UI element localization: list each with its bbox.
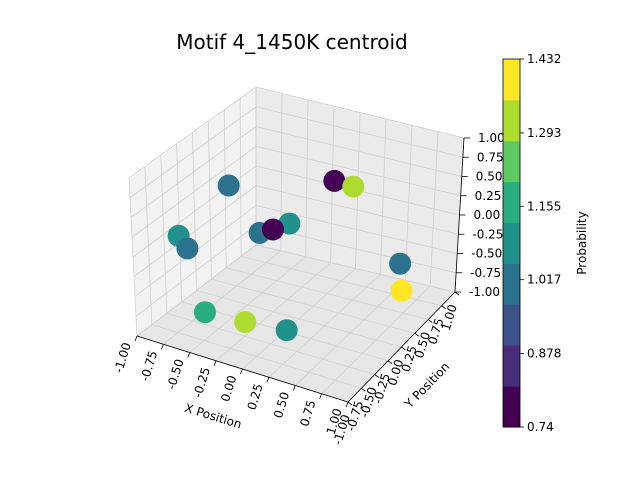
x-tick-label: 0.25 (245, 382, 266, 412)
z-tick-label: -0.50 (471, 247, 502, 261)
colorbar-segment (503, 304, 520, 346)
grid-line (255, 86, 465, 139)
colorbar-segment (503, 59, 520, 101)
colorbar-segment (503, 140, 520, 183)
grid-line (129, 106, 257, 199)
x-tick-mark (161, 344, 164, 350)
z-tick-label: -1.00 (469, 285, 500, 299)
z-tick-label: 0.00 (474, 208, 501, 222)
z-tick-label: 0.75 (477, 150, 504, 164)
y-tick-mark (374, 374, 379, 378)
y-tick-mark (347, 401, 353, 406)
y-tick-mark (387, 360, 393, 365)
y-tick-mark (361, 387, 366, 392)
y-tick-mark (428, 319, 433, 323)
x-tick-label: -0.25 (191, 366, 213, 400)
z-tick-labels: -1.00 -0.75 -0.50 -0.25 0.00 0.25 0.50 0.75 1.00 (455, 131, 505, 299)
colorbar-tick-label: 1.432 (527, 52, 561, 66)
z-tick-label: -0.25 (472, 227, 503, 241)
x-tick-label: 0.00 (218, 374, 239, 404)
chart-title: Motif 4_1450K centroid (176, 30, 407, 54)
scatter-point (234, 311, 257, 333)
scatter-point (389, 252, 412, 275)
colorbar-tick-label: 0.878 (527, 347, 561, 361)
x-tick-mark (134, 335, 138, 342)
x-tick-label: 0.50 (271, 390, 292, 420)
grid-line (211, 278, 415, 334)
grid-line (196, 290, 402, 348)
grid-line (429, 131, 439, 287)
colorbar-segment (503, 386, 520, 428)
grid-line (404, 125, 413, 281)
scatter-point (262, 218, 284, 241)
x-tick-mark (213, 360, 217, 366)
grid-line (255, 244, 456, 293)
grid-line (255, 106, 463, 158)
grid-line (294, 279, 406, 386)
grid-line (379, 118, 387, 275)
z-tick-label: 0.50 (476, 170, 503, 184)
colorbar-segment (503, 345, 520, 387)
colorbar-segment (503, 181, 520, 224)
x-tick-mark (266, 377, 270, 383)
x-axis-label: X Position (183, 401, 243, 432)
grid-line (255, 145, 461, 197)
y-tick-mark (441, 305, 446, 310)
scatter-point (194, 301, 216, 324)
y-tick-mark (454, 291, 460, 296)
grid-line (128, 86, 257, 179)
scatter-point (217, 174, 240, 197)
z-tick-label: 1.00 (478, 131, 505, 145)
colorbar: 0.74 0.878 1.017 1.155 1.293 1.432 (502, 52, 561, 434)
y-tick-mark (414, 332, 420, 337)
colorbar-tick-label: 0.74 (527, 420, 554, 434)
z-tick-label: -0.75 (470, 266, 501, 280)
floor-pane (137, 245, 455, 402)
y-tick-label: 1.00 (439, 303, 460, 333)
scatter-points (167, 169, 413, 342)
x-tick-mark (240, 368, 243, 375)
x-tick-label: 0.75 (297, 399, 318, 429)
colorbar-segment (503, 99, 520, 142)
grid-line (255, 126, 462, 177)
scatter-point (390, 279, 413, 302)
grid-line (131, 145, 257, 238)
grid-line (321, 285, 431, 395)
colorbar-frame (502, 58, 521, 428)
grid-line (207, 121, 212, 280)
colorbar-tick-label: 1.017 (527, 273, 561, 287)
scatter-point (342, 175, 365, 198)
scatter-point (323, 169, 346, 192)
grid-line (226, 267, 429, 320)
y-tick-mark (401, 346, 406, 351)
x-tick-mark (187, 352, 191, 358)
grid-line (130, 126, 257, 218)
colorbar-tick-label: 1.155 (527, 199, 561, 213)
colorbar-tick-label: 1.293 (527, 126, 561, 140)
scatter-point (275, 319, 298, 342)
grid-line (268, 274, 381, 378)
x-tick-label: -0.50 (164, 357, 186, 391)
x-tick-label: -1.00 (111, 341, 133, 375)
colorbar-label: Probability (575, 211, 589, 274)
x-tick-mark (345, 401, 349, 408)
x-tick-mark (319, 393, 322, 399)
scatter-point (176, 237, 199, 260)
z-tick-label: 0.25 (475, 189, 502, 203)
x-tick-mark (292, 385, 296, 391)
colorbar-segment (503, 263, 520, 305)
grid-line (239, 98, 242, 257)
colorbar-segment (503, 222, 520, 264)
x-tick-label: -0.75 (138, 349, 160, 383)
